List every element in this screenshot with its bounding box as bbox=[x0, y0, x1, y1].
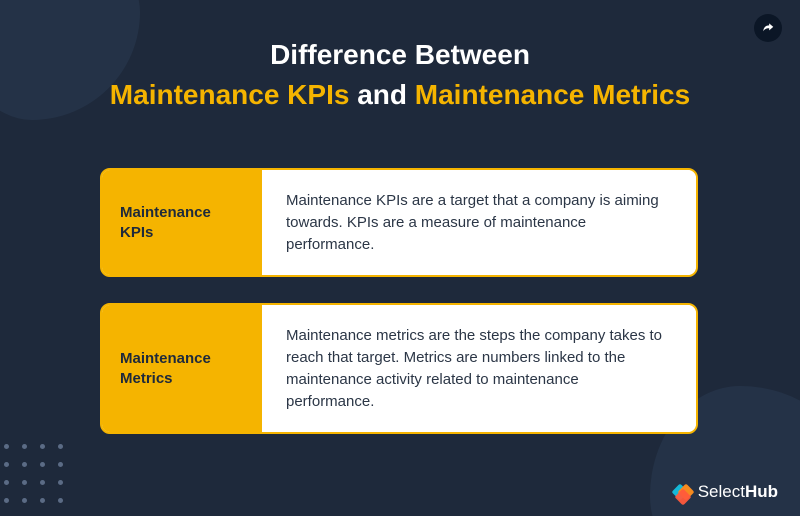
title-line2: Maintenance KPIs and Maintenance Metrics bbox=[0, 76, 800, 114]
brand-mark-icon bbox=[674, 483, 692, 501]
card-kpis-label: Maintenance KPIs bbox=[102, 170, 262, 275]
brand-text-bold: Hub bbox=[745, 482, 778, 501]
title-highlight-1: Maintenance KPIs bbox=[110, 79, 350, 110]
page-title: Difference Between Maintenance KPIs and … bbox=[0, 36, 800, 114]
card-kpis-body: Maintenance KPIs are a target that a com… bbox=[262, 170, 696, 275]
title-mid: and bbox=[349, 79, 414, 110]
brand-text-prefix: Select bbox=[698, 482, 745, 501]
title-line1: Difference Between bbox=[0, 36, 800, 74]
infographic-canvas: Difference Between Maintenance KPIs and … bbox=[0, 0, 800, 516]
card-metrics: Maintenance Metrics Maintenance metrics … bbox=[100, 303, 698, 434]
brand-logo: SelectHub bbox=[674, 482, 778, 502]
title-highlight-2: Maintenance Metrics bbox=[415, 79, 690, 110]
card-metrics-label: Maintenance Metrics bbox=[102, 305, 262, 432]
cards-container: Maintenance KPIs Maintenance KPIs are a … bbox=[100, 168, 698, 434]
card-metrics-body: Maintenance metrics are the steps the co… bbox=[262, 305, 696, 432]
card-kpis: Maintenance KPIs Maintenance KPIs are a … bbox=[100, 168, 698, 277]
decorative-dot-grid bbox=[4, 444, 68, 508]
brand-text: SelectHub bbox=[698, 482, 778, 502]
share-arrow-icon bbox=[761, 21, 775, 35]
